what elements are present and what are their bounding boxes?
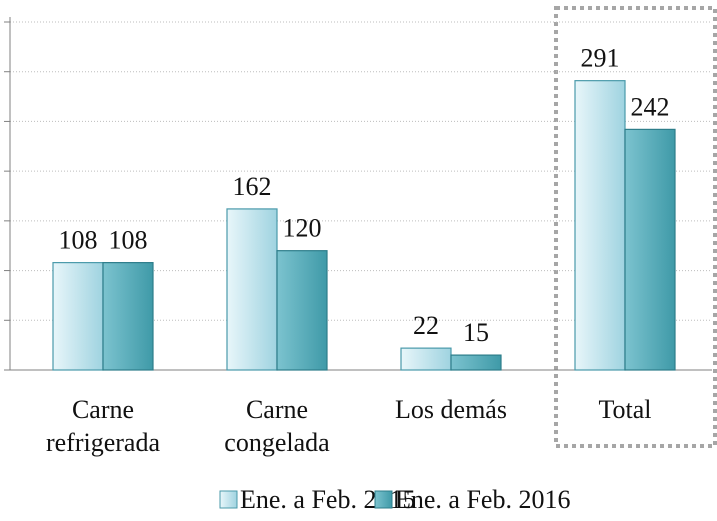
value-label: 120	[283, 214, 322, 243]
value-label: 108	[109, 226, 148, 255]
x-tick-label: Total	[598, 395, 651, 424]
legend-swatch	[374, 490, 393, 509]
x-tick-label: congelada	[224, 428, 330, 457]
bar	[400, 347, 452, 371]
x-tick-label: refrigerada	[46, 428, 160, 457]
value-label: 242	[631, 92, 670, 121]
x-tick-label: Carne	[246, 395, 308, 424]
value-label: 291	[581, 44, 620, 73]
legend-label: Ene. a Feb. 2016	[395, 485, 570, 514]
bar	[276, 250, 328, 371]
bar	[624, 128, 676, 371]
highlight-box	[554, 6, 717, 448]
value-label: 162	[233, 172, 272, 201]
bar	[52, 262, 104, 371]
value-label: 22	[413, 311, 439, 340]
bar	[226, 208, 278, 371]
legend-swatch	[219, 490, 238, 509]
x-tick-label: Los demás	[395, 395, 507, 424]
value-label: 108	[59, 226, 98, 255]
x-tick-label: Carne	[72, 395, 134, 424]
bar	[574, 80, 626, 371]
bar	[450, 354, 502, 371]
bar	[102, 262, 154, 371]
value-label: 15	[463, 318, 489, 347]
